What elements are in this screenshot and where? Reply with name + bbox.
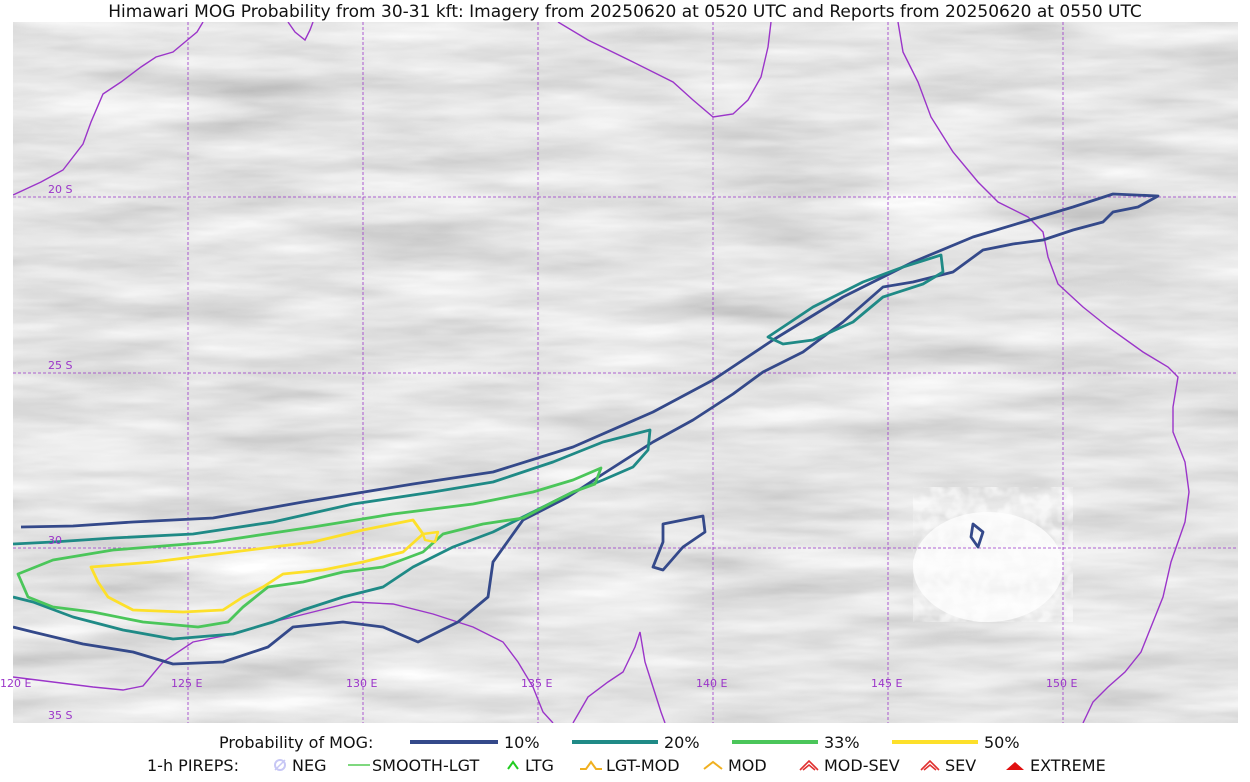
coast-spencer xyxy=(572,631,666,723)
satellite-map xyxy=(13,22,1238,723)
pirep-label-smooth-lgt: SMOOTH-LGT xyxy=(372,755,480,775)
swatch-50 xyxy=(892,740,978,744)
pirep-item-smooth-lgt: SMOOTH-LGT xyxy=(346,756,479,775)
legend-item-20: 20% xyxy=(572,733,700,752)
contour-10-percent-storm xyxy=(969,522,985,549)
pirep-item-ltg: LTG xyxy=(503,756,554,775)
legend-item-33: 33% xyxy=(732,733,860,752)
pirep-label-extreme: EXTREME xyxy=(1030,755,1106,775)
mog-contours xyxy=(13,192,1160,666)
coastlines xyxy=(13,22,1190,723)
probability-legend: Probability of MOG: 10% 20% 33% 50% xyxy=(0,731,1250,753)
legend-label-33: 33% xyxy=(824,732,860,752)
lon-label-135e: 135 E xyxy=(521,677,553,690)
legend-item-50: 50% xyxy=(892,733,1020,752)
pirep-item-extreme: EXTREME xyxy=(1002,756,1106,775)
pirep-label-mod-sev: MOD-SEV xyxy=(824,755,900,775)
double-caret-icon xyxy=(799,759,819,771)
contour-10-percent-blob xyxy=(651,514,707,572)
swatch-20 xyxy=(572,740,658,744)
contour-10-percent xyxy=(13,192,1160,666)
neg-circle-icon xyxy=(274,759,286,771)
caret-icon xyxy=(507,760,519,770)
coast-gulf xyxy=(557,22,772,118)
lat-label-30s: 30 xyxy=(48,534,62,547)
lat-label-25s: 25 S xyxy=(48,359,73,372)
probability-legend-label: Probability of MOG: xyxy=(219,732,374,752)
storm-texture xyxy=(913,487,1073,622)
pirep-label-ltg: LTG xyxy=(525,755,554,775)
coast-east xyxy=(897,22,1190,723)
line-icon xyxy=(348,764,370,766)
pirep-label-sev: SEV xyxy=(945,755,977,775)
filled-caret-icon xyxy=(1006,762,1024,770)
hat-icon xyxy=(580,760,602,770)
pirep-item-neg: NEG xyxy=(270,756,326,775)
contour-50-percent xyxy=(89,518,425,614)
pirep-item-mod: MOD xyxy=(700,756,767,775)
lat-label-20s: 20 S xyxy=(48,183,73,196)
legend-label-10: 10% xyxy=(504,732,540,752)
contour-33-percent xyxy=(16,466,603,629)
coast-northwest xyxy=(13,22,204,196)
coast-south xyxy=(13,601,554,723)
swatch-33 xyxy=(732,740,818,744)
lon-label-145e: 145 E xyxy=(871,677,903,690)
pirep-legend-label: 1-h PIREPS: xyxy=(147,755,239,775)
pirep-item-mod-sev: MOD-SEV xyxy=(796,756,900,775)
legend-label-20: 20% xyxy=(664,732,700,752)
lon-label-140e: 140 E xyxy=(696,677,728,690)
lat-label-35s: 35 S xyxy=(48,709,73,722)
chart-title: Himawari MOG Probability from 30-31 kft:… xyxy=(108,2,1142,22)
pirep-label-lgt-mod: LGT-MOD xyxy=(606,755,680,775)
lon-label-125e: 125 E xyxy=(171,677,203,690)
legend-item-10: 10% xyxy=(410,733,540,752)
coast-north-top xyxy=(287,22,314,42)
pirep-label-neg: NEG xyxy=(292,755,327,775)
contour-50-percent-island xyxy=(421,530,440,544)
double-caret-icon xyxy=(920,759,940,771)
swatch-10 xyxy=(410,740,498,744)
pirep-item-lgt-mod: LGT-MOD xyxy=(578,756,680,775)
lon-label-120e: 120 E xyxy=(0,677,32,690)
pirep-label-mod: MOD xyxy=(728,755,767,775)
pirep-item-sev: SEV xyxy=(917,756,976,775)
graticule xyxy=(13,22,1238,723)
lon-label-150e: 150 E xyxy=(1046,677,1078,690)
contour-20-percent-north xyxy=(766,253,945,346)
pirep-legend: 1-h PIREPS: NEG SMOOTH-LGT LTG LGT-MOD M… xyxy=(0,754,1250,776)
caret-icon xyxy=(703,760,723,770)
lon-label-130e: 130 E xyxy=(346,677,378,690)
legend-label-50: 50% xyxy=(984,732,1020,752)
